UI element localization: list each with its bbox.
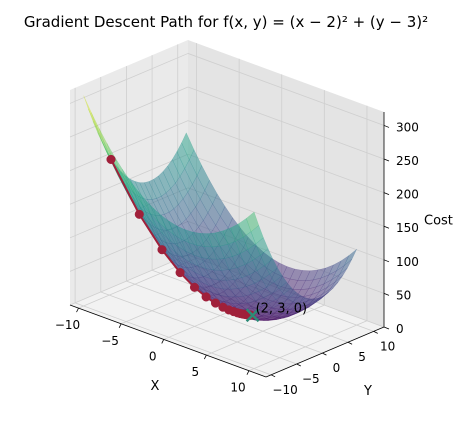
- z-tick: [383, 158, 390, 162]
- x-tick-label: 10: [230, 381, 245, 395]
- path-point: [201, 292, 211, 302]
- path-point: [175, 268, 185, 278]
- y-tick-label: −5: [302, 372, 320, 386]
- z-tick-label: 200: [396, 188, 419, 202]
- chart-title: Gradient Descent Path for f(x, y) = (x −…: [24, 13, 428, 31]
- x-axis-line: [69, 304, 267, 378]
- path-point: [210, 298, 221, 308]
- x-tick: [203, 354, 207, 360]
- z-tick: [383, 192, 390, 195]
- axis-lines: [69, 112, 385, 378]
- grid-line-z: [187, 86, 385, 160]
- x-axis-label: X: [151, 379, 160, 394]
- y-tick-label: 0: [333, 361, 341, 375]
- z-tick: [383, 326, 390, 330]
- surface-patch: [246, 211, 259, 232]
- grid-line-x: [206, 304, 325, 356]
- minimum-annotation: (2, 3, 0): [256, 301, 308, 316]
- grid-line-x: [248, 320, 368, 372]
- y-tick-label: 5: [358, 350, 366, 364]
- z-tick-label: 50: [396, 288, 411, 302]
- grid-line-y: [126, 280, 323, 354]
- z-tick: [383, 125, 390, 128]
- grid-line-y: [100, 291, 297, 365]
- z-tick-label: 300: [396, 120, 419, 134]
- grid-line-y: [74, 302, 272, 376]
- y-tick: [296, 363, 301, 367]
- grid-line-z: [69, 53, 189, 104]
- x-tick-label: 5: [191, 365, 199, 379]
- z-tick: [383, 293, 390, 296]
- path-point: [157, 245, 167, 255]
- x-tick: [161, 339, 165, 344]
- z-tick-label: 150: [396, 221, 419, 235]
- z-axis-label: Cost: [424, 214, 453, 229]
- z-tick-label: 0: [396, 322, 404, 336]
- minimum-marker: [245, 308, 260, 323]
- y-tick: [270, 374, 276, 378]
- y-tick: [322, 352, 327, 356]
- y-axis-line: [265, 326, 385, 378]
- grid-line-z: [69, 86, 189, 138]
- path-point: [134, 209, 144, 219]
- path-point: [106, 154, 116, 164]
- y-tick: [373, 330, 378, 334]
- grid-line-z: [69, 120, 189, 171]
- y-axis-label: Y: [363, 384, 372, 399]
- grid-line-z: [187, 153, 385, 227]
- x-tick-label: −10: [55, 318, 80, 332]
- z-tick-label: 100: [396, 255, 419, 269]
- y-tick: [347, 341, 353, 345]
- y-tick-label: 10: [380, 339, 395, 353]
- z-tick: [383, 225, 390, 229]
- x-tick: [76, 307, 79, 313]
- x-tick-label: 0: [149, 349, 157, 363]
- grid-line-z: [187, 53, 385, 126]
- z-tick: [383, 259, 390, 263]
- grid-line-z: [187, 120, 385, 194]
- x-tick-label: −5: [101, 334, 119, 348]
- x-tick: [246, 370, 250, 375]
- grid-line-z: [69, 254, 189, 306]
- cost-surface: [83, 95, 357, 321]
- descent-path: [106, 154, 260, 323]
- x-tick: [118, 323, 122, 328]
- y-tick-label: −10: [272, 383, 297, 397]
- z-tick-label: 250: [396, 154, 419, 168]
- path-point: [189, 282, 200, 292]
